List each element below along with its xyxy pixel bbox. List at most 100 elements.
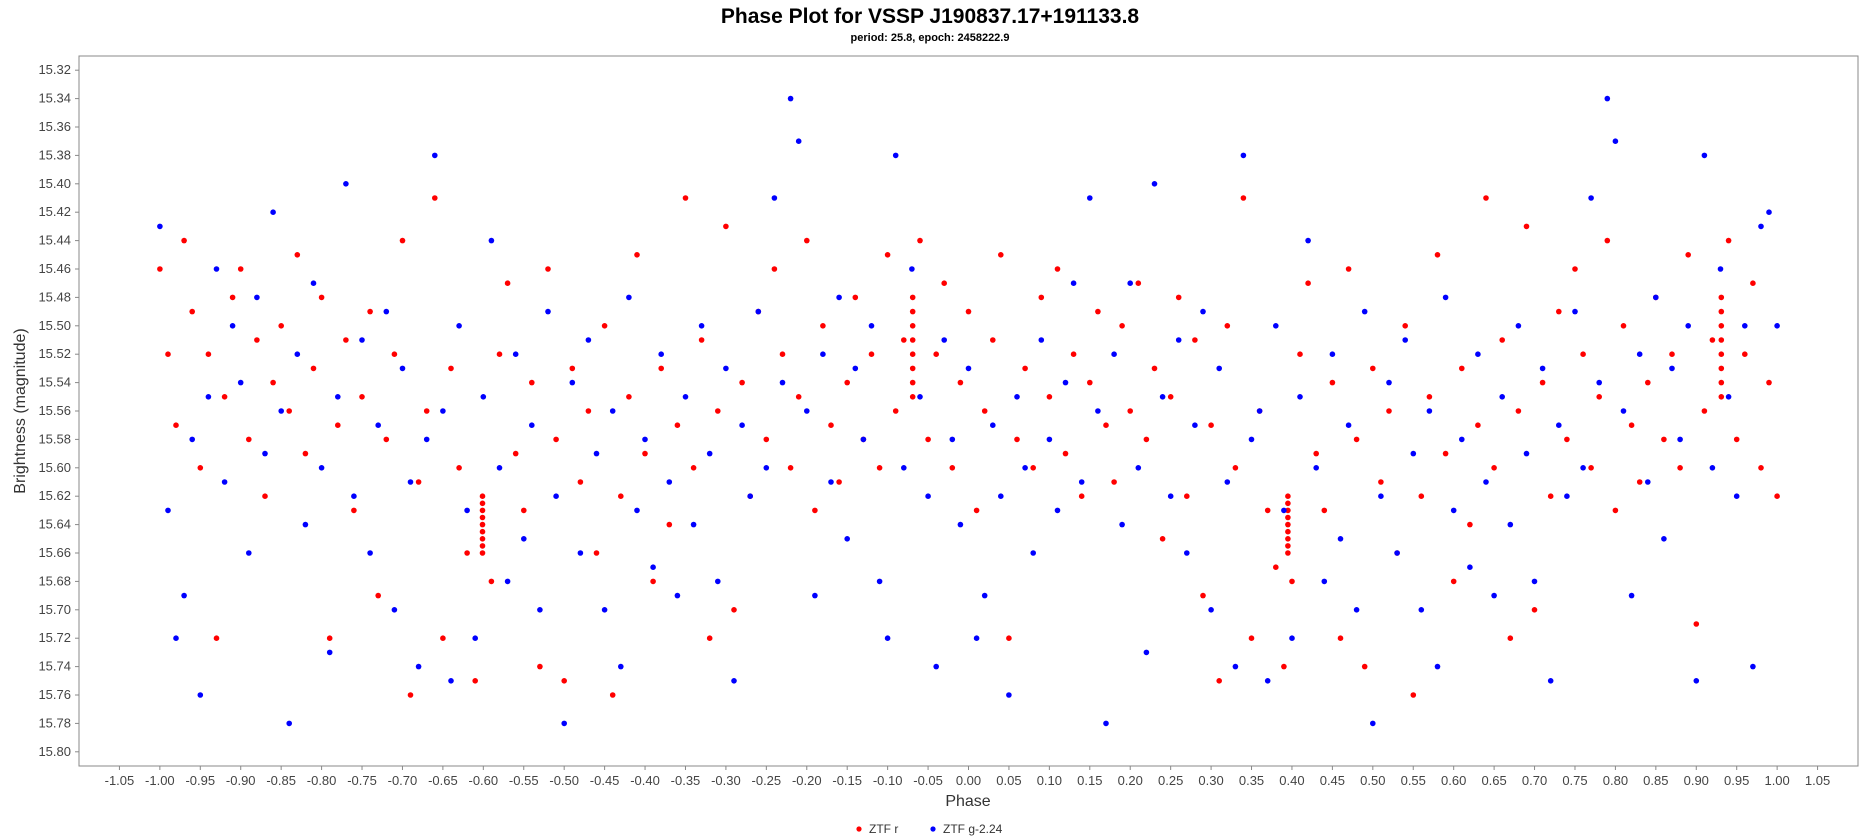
ztf-g-point: [383, 308, 390, 315]
ztf-g-point: [1556, 422, 1562, 429]
x-tick-label: -0.75: [347, 773, 377, 788]
ztf-r-point: [1718, 351, 1725, 358]
ztf-g-point: [1127, 280, 1133, 287]
ztf-r-point: [1038, 294, 1045, 301]
ztf-g-point: [925, 493, 931, 500]
ztf-r-point: [795, 394, 802, 400]
x-tick-label: -0.80: [307, 773, 337, 788]
ztf-g-point: [723, 365, 729, 372]
ztf-g-point: [504, 578, 511, 585]
ztf-g-point: [302, 521, 309, 528]
ztf-r-point: [981, 408, 988, 414]
ztf-g-point: [1054, 507, 1061, 514]
ztf-g-point: [1434, 663, 1441, 670]
ztf-g-point: [1030, 550, 1036, 556]
ztf-g-point: [892, 152, 899, 159]
y-tick-label: 15.44: [38, 233, 71, 248]
ztf-r-point: [1216, 678, 1222, 684]
ztf-r-point: [1285, 514, 1291, 521]
ztf-r-point: [1285, 528, 1291, 535]
ztf-g-point: [836, 294, 842, 301]
ztf-r-point: [1718, 379, 1725, 386]
legend-marker-ztf-g: [930, 826, 936, 832]
ztf-g-point: [1564, 493, 1570, 500]
ztf-r-point: [917, 237, 923, 244]
ztf-g-point: [990, 422, 996, 429]
ztf-r-point: [763, 436, 770, 443]
ztf-g-point: [1119, 521, 1125, 528]
ztf-r-point: [1718, 337, 1725, 343]
ztf-r-point: [440, 635, 446, 641]
ztf-r-point: [666, 521, 673, 528]
x-tick-label: -0.40: [630, 773, 660, 788]
ztf-g-point: [221, 479, 228, 485]
ztf-g-point: [537, 607, 543, 613]
ztf-g-point: [795, 138, 802, 144]
ztf-r-point: [1636, 479, 1643, 485]
ztf-r-point: [779, 351, 786, 358]
ztf-g-point: [917, 394, 923, 400]
ztf-r-point: [254, 337, 260, 343]
y-tick-label: 15.74: [38, 659, 71, 674]
ztf-r-point: [448, 365, 454, 372]
ztf-g-point: [1289, 635, 1295, 641]
y-tick-label: 15.40: [38, 176, 71, 191]
ztf-g-point: [1143, 649, 1150, 656]
ztf-r-point: [383, 436, 390, 443]
ztf-g-point: [569, 379, 576, 386]
ztf-r-point: [1410, 692, 1417, 698]
ztf-r-point: [909, 337, 916, 343]
ztf-r-point: [1596, 394, 1602, 400]
x-tick-label: -0.85: [266, 773, 296, 788]
x-tick-label: 0.50: [1360, 773, 1385, 788]
x-tick-label: -0.45: [590, 773, 620, 788]
ztf-r-point: [1774, 493, 1780, 500]
ztf-r-point: [1014, 436, 1020, 443]
ztf-r-point: [844, 379, 850, 386]
ztf-g-point: [1596, 379, 1602, 386]
ztf-r-point: [1612, 507, 1619, 514]
ztf-r-point: [715, 408, 721, 414]
ztf-g-point: [1273, 323, 1279, 329]
ztf-g-point: [577, 550, 584, 556]
ztf-r-point: [537, 663, 543, 670]
x-tick-label: 0.05: [996, 773, 1021, 788]
ztf-r-point: [1467, 521, 1473, 528]
x-tick-label: 0.60: [1441, 773, 1466, 788]
ztf-g-point: [787, 95, 794, 102]
x-tick-label: -0.70: [388, 773, 418, 788]
ztf-g-point: [820, 351, 826, 358]
ztf-r-point: [1572, 266, 1578, 272]
ztf-g-point: [1677, 436, 1683, 443]
ztf-r-point: [165, 351, 171, 358]
ztf-g-point: [601, 607, 608, 613]
ztf-r-point: [318, 294, 325, 301]
ztf-g-point: [1604, 95, 1611, 102]
ztf-r-point: [901, 337, 907, 343]
chart-subtitle: period: 25.8, epoch: 2458222.9: [851, 32, 1010, 44]
ztf-r-point: [1442, 450, 1449, 457]
ztf-r-point: [479, 550, 486, 556]
ztf-g-point: [1410, 450, 1417, 457]
ztf-g-point: [464, 507, 470, 514]
ztf-g-point: [1426, 408, 1433, 414]
y-axis-label: Brightness (magnitude): [12, 328, 29, 493]
ztf-r-point: [1200, 592, 1206, 599]
ztf-g-point: [1329, 351, 1336, 358]
ztf-g-point: [690, 521, 697, 528]
ztf-r-point: [479, 536, 486, 542]
ztf-r-point: [456, 465, 462, 471]
ztf-g-point: [1725, 394, 1732, 400]
ztf-r-point: [1184, 493, 1190, 500]
ztf-r-point: [351, 507, 357, 514]
y-tick-label: 15.50: [38, 318, 71, 333]
ztf-r-point: [197, 465, 204, 471]
ztf-g-point: [407, 479, 414, 485]
ztf-r-point: [310, 365, 317, 372]
y-tick-label: 15.72: [38, 630, 71, 645]
y-tick-label: 15.34: [38, 91, 71, 106]
ztf-g-point: [391, 607, 398, 613]
x-tick-label: 0.25: [1158, 773, 1183, 788]
x-tick-label: -0.90: [226, 773, 256, 788]
